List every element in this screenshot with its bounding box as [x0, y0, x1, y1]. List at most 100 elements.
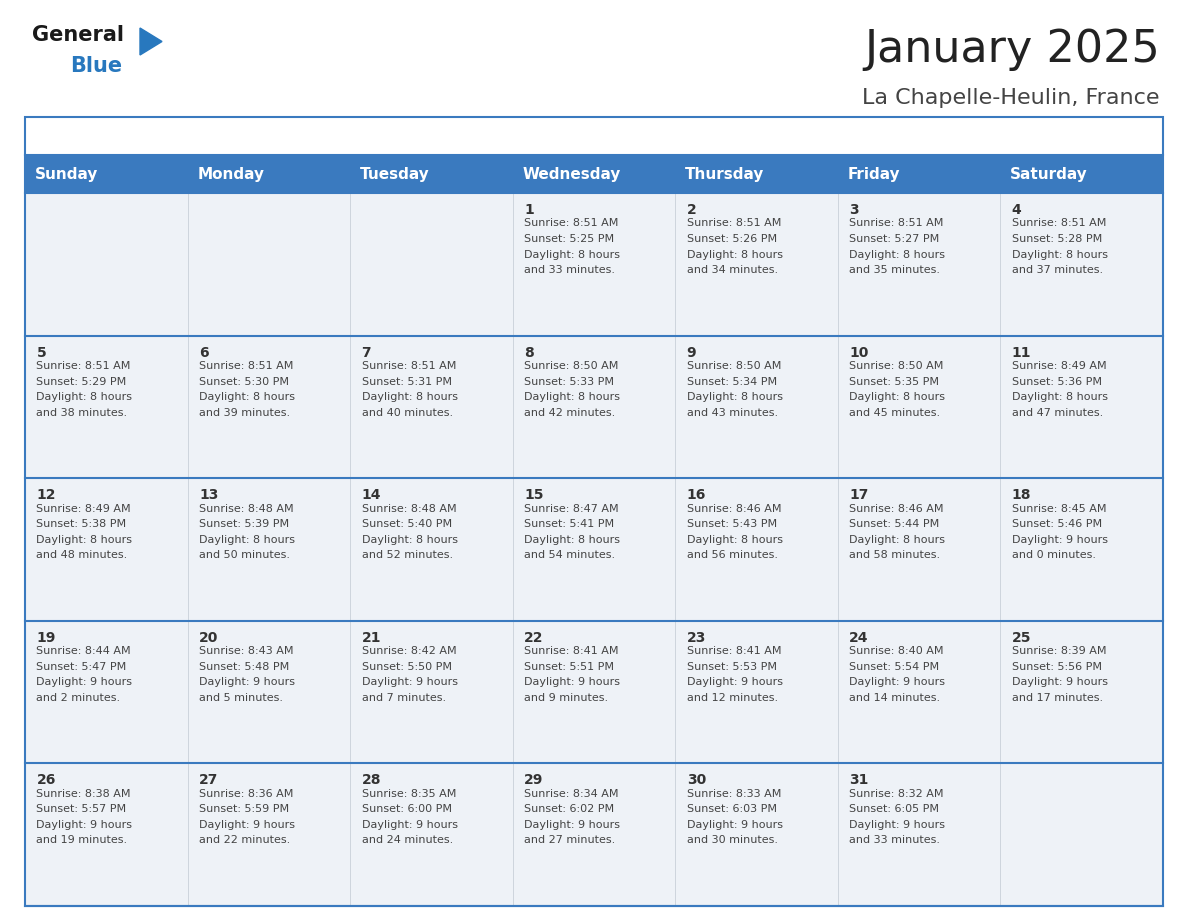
Text: Sunset: 5:31 PM: Sunset: 5:31 PM [361, 376, 451, 386]
Text: Sunday: Sunday [34, 166, 99, 182]
Text: Daylight: 9 hours: Daylight: 9 hours [37, 677, 132, 688]
Text: Sunrise: 8:35 AM: Sunrise: 8:35 AM [361, 789, 456, 799]
Bar [513, 193, 675, 336]
Text: Sunrise: 8:51 AM: Sunrise: 8:51 AM [1012, 218, 1106, 229]
Text: 27: 27 [198, 773, 219, 788]
Text: Daylight: 8 hours: Daylight: 8 hours [198, 534, 295, 544]
Bar [350, 193, 513, 336]
Text: Daylight: 8 hours: Daylight: 8 hours [37, 392, 132, 402]
Text: and 9 minutes.: and 9 minutes. [524, 693, 608, 703]
Bar [838, 764, 1000, 906]
Text: Daylight: 8 hours: Daylight: 8 hours [849, 534, 946, 544]
Text: Sunrise: 8:49 AM: Sunrise: 8:49 AM [37, 504, 131, 514]
Text: Sunset: 5:34 PM: Sunset: 5:34 PM [687, 376, 777, 386]
Bar [513, 155, 675, 193]
Bar [25, 764, 188, 906]
Text: Sunset: 5:25 PM: Sunset: 5:25 PM [524, 234, 614, 244]
Text: Daylight: 9 hours: Daylight: 9 hours [37, 820, 132, 830]
Text: Daylight: 8 hours: Daylight: 8 hours [361, 392, 457, 402]
Bar [675, 336, 838, 478]
Text: 12: 12 [37, 488, 56, 502]
Text: Tuesday: Tuesday [360, 166, 430, 182]
Text: Sunset: 5:33 PM: Sunset: 5:33 PM [524, 376, 614, 386]
Text: January 2025: January 2025 [864, 28, 1159, 71]
Bar [25, 621, 188, 764]
Text: Sunrise: 8:51 AM: Sunrise: 8:51 AM [687, 218, 781, 229]
Text: Sunrise: 8:51 AM: Sunrise: 8:51 AM [524, 218, 619, 229]
Text: Daylight: 9 hours: Daylight: 9 hours [687, 820, 783, 830]
Text: Daylight: 9 hours: Daylight: 9 hours [687, 677, 783, 688]
Text: Sunrise: 8:51 AM: Sunrise: 8:51 AM [849, 218, 943, 229]
Bar [513, 336, 675, 478]
Bar [25, 155, 188, 193]
Text: Friday: Friday [847, 166, 901, 182]
Text: 7: 7 [361, 345, 371, 360]
Text: Daylight: 9 hours: Daylight: 9 hours [198, 677, 295, 688]
Bar [513, 764, 675, 906]
Text: Sunrise: 8:39 AM: Sunrise: 8:39 AM [1012, 646, 1106, 656]
Text: and 30 minutes.: and 30 minutes. [687, 835, 778, 845]
Bar [350, 764, 513, 906]
Text: Sunset: 5:40 PM: Sunset: 5:40 PM [361, 520, 451, 529]
Text: General: General [32, 25, 124, 45]
Bar [25, 336, 188, 478]
Text: 18: 18 [1012, 488, 1031, 502]
Text: Sunset: 5:38 PM: Sunset: 5:38 PM [37, 520, 126, 529]
Text: and 47 minutes.: and 47 minutes. [1012, 408, 1104, 418]
Bar [1000, 336, 1163, 478]
Text: 4: 4 [1012, 203, 1022, 217]
Text: Sunset: 5:54 PM: Sunset: 5:54 PM [849, 662, 940, 672]
Text: and 33 minutes.: and 33 minutes. [849, 835, 940, 845]
Bar [838, 478, 1000, 621]
Text: and 14 minutes.: and 14 minutes. [849, 693, 941, 703]
Bar [838, 193, 1000, 336]
Bar [513, 478, 675, 621]
Text: Wednesday: Wednesday [523, 166, 621, 182]
Text: and 54 minutes.: and 54 minutes. [524, 550, 615, 560]
Text: 22: 22 [524, 631, 544, 644]
Text: Sunset: 6:03 PM: Sunset: 6:03 PM [687, 804, 777, 814]
Text: Daylight: 9 hours: Daylight: 9 hours [361, 820, 457, 830]
Bar [1000, 764, 1163, 906]
Text: 13: 13 [198, 488, 219, 502]
Text: Daylight: 8 hours: Daylight: 8 hours [37, 534, 132, 544]
Bar [350, 155, 513, 193]
Text: Monday: Monday [197, 166, 264, 182]
Text: Daylight: 8 hours: Daylight: 8 hours [524, 534, 620, 544]
Text: Sunrise: 8:34 AM: Sunrise: 8:34 AM [524, 789, 619, 799]
Text: and 22 minutes.: and 22 minutes. [198, 835, 290, 845]
Text: Sunset: 5:57 PM: Sunset: 5:57 PM [37, 804, 126, 814]
Text: Sunrise: 8:51 AM: Sunrise: 8:51 AM [361, 361, 456, 371]
Text: and 40 minutes.: and 40 minutes. [361, 408, 453, 418]
Text: Sunrise: 8:50 AM: Sunrise: 8:50 AM [687, 361, 781, 371]
Text: and 37 minutes.: and 37 minutes. [1012, 265, 1102, 275]
Bar [350, 621, 513, 764]
Text: Sunset: 5:51 PM: Sunset: 5:51 PM [524, 662, 614, 672]
Text: Sunset: 5:48 PM: Sunset: 5:48 PM [198, 662, 289, 672]
Text: Sunrise: 8:41 AM: Sunrise: 8:41 AM [524, 646, 619, 656]
Text: Sunrise: 8:33 AM: Sunrise: 8:33 AM [687, 789, 781, 799]
Text: and 7 minutes.: and 7 minutes. [361, 693, 446, 703]
Bar [25, 193, 188, 336]
Text: Sunrise: 8:50 AM: Sunrise: 8:50 AM [524, 361, 619, 371]
Text: Sunrise: 8:48 AM: Sunrise: 8:48 AM [198, 504, 293, 514]
Text: and 5 minutes.: and 5 minutes. [198, 693, 283, 703]
Text: Sunset: 5:28 PM: Sunset: 5:28 PM [1012, 234, 1102, 244]
Text: 3: 3 [849, 203, 859, 217]
Text: and 19 minutes.: and 19 minutes. [37, 835, 127, 845]
Text: Sunset: 6:00 PM: Sunset: 6:00 PM [361, 804, 451, 814]
Text: and 39 minutes.: and 39 minutes. [198, 408, 290, 418]
Text: 9: 9 [687, 345, 696, 360]
Text: Daylight: 8 hours: Daylight: 8 hours [1012, 392, 1107, 402]
Text: 23: 23 [687, 631, 706, 644]
Text: Sunset: 6:05 PM: Sunset: 6:05 PM [849, 804, 940, 814]
Text: Sunrise: 8:44 AM: Sunrise: 8:44 AM [37, 646, 131, 656]
Text: 20: 20 [198, 631, 219, 644]
Text: Daylight: 9 hours: Daylight: 9 hours [849, 677, 946, 688]
Text: Sunset: 5:35 PM: Sunset: 5:35 PM [849, 376, 940, 386]
Text: 5: 5 [37, 345, 46, 360]
Text: Sunset: 5:47 PM: Sunset: 5:47 PM [37, 662, 127, 672]
Bar [1000, 621, 1163, 764]
Text: Sunrise: 8:45 AM: Sunrise: 8:45 AM [1012, 504, 1106, 514]
Text: and 56 minutes.: and 56 minutes. [687, 550, 778, 560]
